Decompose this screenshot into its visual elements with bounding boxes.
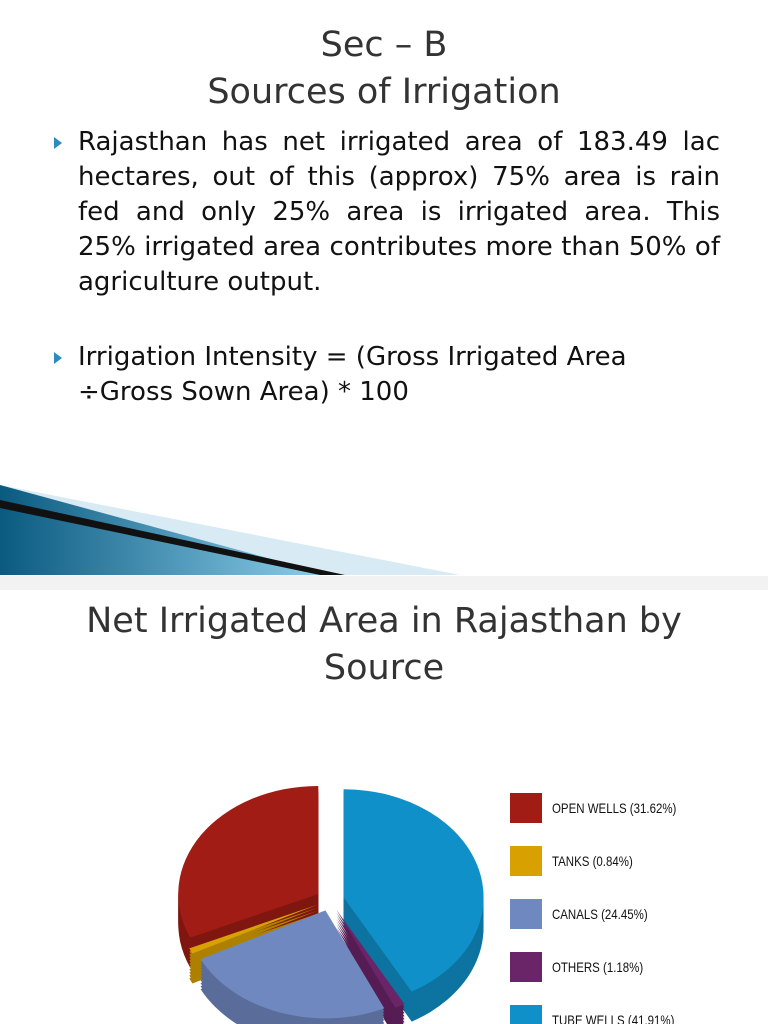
pie-slice-side bbox=[189, 913, 318, 963]
legend-label: TUBE WELLS (41.91%) bbox=[552, 1012, 674, 1024]
pie-slice-side bbox=[189, 907, 318, 957]
bullet-icon bbox=[54, 352, 62, 364]
slide-separator bbox=[0, 576, 768, 590]
chart-title: Net Irrigated Area in Rajasthan by bbox=[86, 601, 682, 641]
legend-swatch bbox=[510, 899, 542, 929]
pie-slice bbox=[336, 909, 405, 1008]
slide-title: Sec – B bbox=[320, 25, 448, 65]
legend-label: TANKS (0.84%) bbox=[552, 853, 633, 869]
legend-label: CANALS (24.45%) bbox=[552, 906, 648, 922]
chart-title: Source bbox=[323, 648, 445, 688]
pie-slice-side bbox=[189, 910, 318, 960]
pie-slice bbox=[178, 785, 319, 938]
bullet-text: Irrigation Intensity = (Gross Irrigated … bbox=[78, 342, 627, 407]
chart: OPEN WELLS (31.62%) TANKS (0.84%) CANALS (… bbox=[178, 785, 676, 1024]
pie-slice bbox=[200, 910, 385, 1019]
pie-slice bbox=[189, 904, 318, 954]
legend-swatch bbox=[510, 846, 542, 876]
slide-title: Sources of Irrigation bbox=[207, 72, 561, 112]
legend-swatch bbox=[510, 793, 542, 823]
legend-swatch bbox=[510, 952, 542, 982]
legend-swatch bbox=[510, 1005, 542, 1024]
slide-decoration bbox=[0, 485, 460, 575]
pie-slice bbox=[343, 789, 484, 992]
legend-label: OTHERS (1.18%) bbox=[552, 959, 643, 975]
legend-label: OPEN WELLS (31.62%) bbox=[552, 800, 676, 816]
bullet-text: Rajasthan has net irrigated area of 183.… bbox=[78, 127, 720, 297]
bullet-icon bbox=[54, 137, 62, 149]
